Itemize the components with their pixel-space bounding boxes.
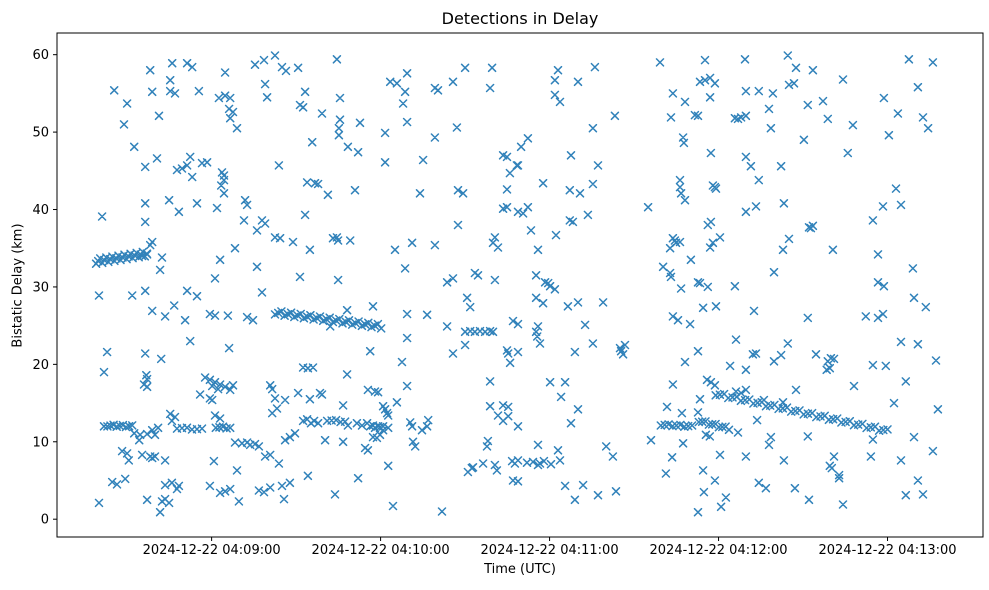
y-tick-label: 30 bbox=[32, 280, 49, 295]
y-tick-label: 50 bbox=[32, 126, 49, 141]
y-tick-label: 20 bbox=[32, 358, 49, 373]
y-tick-label: 40 bbox=[32, 203, 49, 218]
x-tick-label: 2024-12-22 04:10:00 bbox=[312, 543, 450, 558]
plot-frame bbox=[56, 32, 984, 538]
x-tick-label: 2024-12-22 04:13:00 bbox=[818, 543, 956, 558]
detection-markers bbox=[91, 51, 943, 517]
x-tick-label: 2024-12-22 04:12:00 bbox=[650, 543, 788, 558]
y-tick-label: 0 bbox=[41, 513, 49, 528]
x-axis-label: Time (UTC) bbox=[484, 562, 556, 577]
y-axis-label: Bistatic Delay (km) bbox=[10, 223, 26, 348]
x-tick-label: 2024-12-22 04:11:00 bbox=[481, 543, 619, 558]
y-tick-label: 10 bbox=[32, 435, 49, 450]
x-tick-label: 2024-12-22 04:09:00 bbox=[143, 543, 281, 558]
y-tick-label: 60 bbox=[32, 48, 49, 63]
chart-title: Detections in Delay bbox=[441, 9, 599, 28]
